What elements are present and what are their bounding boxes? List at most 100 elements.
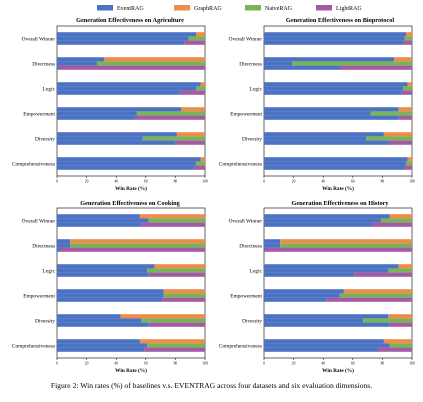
bar-lightrag	[184, 40, 205, 45]
legend-swatch-naiverag	[245, 5, 261, 11]
bar-eventrag	[57, 157, 201, 162]
x-axis-label: Win Rate (%)	[322, 367, 354, 374]
bar-eventrag	[57, 140, 176, 145]
bar-eventrag	[264, 132, 384, 137]
bar-eventrag	[57, 132, 177, 137]
bar-lightrag	[354, 272, 412, 277]
legend-swatch-eventrag	[97, 5, 113, 11]
bar-eventrag	[264, 314, 389, 319]
category-label: Comprehensiveness	[12, 344, 55, 350]
bar-lightrag	[265, 247, 412, 252]
bar-eventrag	[264, 272, 355, 277]
category-label: Comprehensiveness	[12, 162, 55, 168]
legend-label-eventrag: EventRAG	[117, 6, 144, 12]
bar-eventrag	[57, 239, 71, 244]
bar-eventrag	[57, 339, 140, 344]
category-label: Overall Winner	[22, 37, 56, 43]
legend-swatch-graphrag	[174, 5, 190, 11]
bar-eventrag	[57, 293, 164, 298]
category-label: Diversity	[35, 319, 55, 325]
bar-graphrag	[388, 314, 412, 319]
category-label: Empowerment	[230, 112, 262, 118]
bar-eventrag	[57, 165, 195, 170]
x-tick-label: 0	[263, 180, 265, 184]
bar-eventrag	[264, 61, 293, 66]
category-label: Directness	[32, 244, 55, 250]
bar-eventrag	[264, 40, 404, 45]
bar-graphrag	[154, 264, 205, 269]
bar-eventrag	[264, 218, 381, 223]
bar-eventrag	[57, 65, 59, 70]
bar-eventrag	[264, 65, 340, 70]
x-tick-label: 20	[85, 180, 89, 184]
legend: EventRAG GraphRAG NaiveRAG LightRAG	[97, 5, 362, 12]
bar-lightrag	[398, 115, 412, 120]
bar-eventrag	[264, 297, 327, 302]
bar-eventrag	[57, 36, 189, 41]
bar-eventrag	[57, 243, 71, 248]
bar-naiverag	[148, 218, 205, 223]
chart-title: Generation Effectiveness on Bioprotocol	[286, 17, 394, 24]
bar-lightrag	[403, 40, 412, 45]
bar-lightrag	[179, 90, 205, 95]
bar-graphrag	[383, 339, 412, 344]
plot-frame	[263, 207, 413, 359]
bar-eventrag	[264, 32, 407, 37]
bar-lightrag	[404, 165, 412, 170]
bar-eventrag	[264, 243, 281, 248]
category-label: Overall Winner	[229, 37, 263, 43]
bar-naiverag	[147, 268, 205, 273]
bar-eventrag	[57, 268, 148, 273]
bar-eventrag	[57, 107, 182, 112]
bar-lightrag	[141, 222, 205, 227]
bar-graphrag	[394, 57, 412, 62]
bar-graphrag	[407, 157, 412, 162]
bar-eventrag	[57, 90, 180, 95]
bar-eventrag	[57, 136, 143, 141]
x-tick-label: 100	[202, 362, 208, 366]
category-label: Overall Winner	[229, 219, 263, 225]
bar-eventrag	[264, 322, 390, 327]
x-tick-label: 0	[263, 362, 265, 366]
x-tick-label: 20	[85, 362, 89, 366]
bar-naiverag	[406, 161, 412, 166]
legend-label-lightrag: LightRAG	[336, 6, 362, 12]
bar-naiverag	[363, 318, 412, 323]
category-label: Diversity	[242, 137, 262, 143]
bar-graphrag	[120, 314, 205, 319]
chart-panel-3: Generation Effectiveness on Cooking Overa…	[12, 200, 208, 374]
bar-lightrag	[401, 90, 412, 95]
category-label: Comprehensiveness	[219, 162, 262, 168]
bar-graphrag	[200, 82, 205, 87]
bar-naiverag	[366, 136, 412, 141]
chart-title: Generation Effectiveness on History	[291, 200, 389, 207]
bar-naiverag	[142, 136, 205, 141]
x-axis-label: Win Rate (%)	[115, 367, 147, 374]
bar-eventrag	[264, 165, 405, 170]
bar-eventrag	[264, 90, 402, 95]
x-tick-label: 60	[351, 362, 355, 366]
x-tick-label: 0	[56, 362, 58, 366]
category-label: Empowerment	[230, 294, 262, 300]
bar-eventrag	[264, 289, 344, 294]
bar-eventrag	[264, 82, 408, 87]
bar-graphrag	[181, 107, 205, 112]
bar-lightrag	[389, 140, 412, 145]
bar-naiverag	[163, 293, 205, 298]
bar-lightrag	[377, 347, 412, 352]
category-label: Directness	[32, 62, 55, 68]
bar-eventrag	[264, 161, 407, 166]
bar-lightrag	[59, 247, 206, 252]
x-tick-label: 40	[321, 362, 325, 366]
bar-eventrag	[264, 157, 408, 162]
bar-eventrag	[264, 115, 399, 120]
bar-naiverag	[188, 36, 205, 41]
category-label: Directness	[239, 244, 262, 250]
category-label: Diversity	[242, 319, 262, 325]
category-label: Diversity	[35, 137, 55, 143]
bar-eventrag	[264, 222, 373, 227]
bar-lightrag	[326, 297, 412, 302]
bar-graphrag	[343, 289, 412, 294]
bar-lightrag	[389, 322, 412, 327]
x-tick-label: 20	[292, 362, 296, 366]
